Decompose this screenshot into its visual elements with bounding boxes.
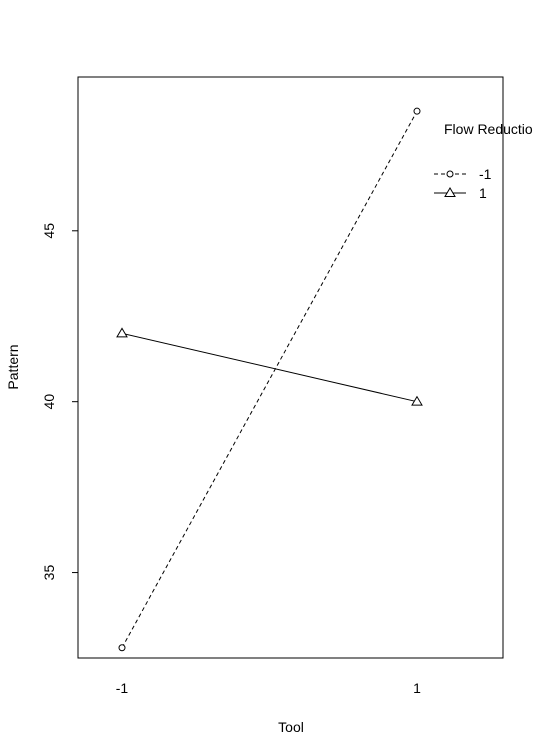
legend-marker xyxy=(444,187,456,197)
x-axis-title: Tool xyxy=(278,719,304,735)
legend: Flow Reductio -11 xyxy=(434,121,533,201)
data-point xyxy=(118,644,126,652)
legend-entries: -11 xyxy=(434,166,492,201)
data-point xyxy=(411,395,423,406)
y-tick-label: 40 xyxy=(41,394,57,410)
y-tick-label: 45 xyxy=(41,223,57,239)
x-tick-label: -1 xyxy=(116,680,129,696)
data-point xyxy=(413,107,421,115)
legend-entry: 1 xyxy=(434,185,487,201)
series-line xyxy=(121,110,418,648)
y-axis-title: Pattern xyxy=(5,344,21,389)
legend-marker xyxy=(446,170,454,178)
x-axis: -1 1 xyxy=(116,680,421,696)
legend-label: -1 xyxy=(479,166,492,182)
data-point xyxy=(116,327,128,338)
series-2 xyxy=(116,327,423,406)
x-tick-label: 1 xyxy=(413,680,421,696)
series-line xyxy=(121,332,418,403)
series-layer xyxy=(116,107,423,652)
legend-entry: -1 xyxy=(434,166,492,182)
legend-title: Flow Reductio xyxy=(444,121,533,137)
plot-frame xyxy=(77,76,504,659)
legend-label: 1 xyxy=(479,185,487,201)
y-tick-label: 35 xyxy=(41,565,57,581)
series-1 xyxy=(118,107,421,652)
y-axis: 35 40 45 xyxy=(41,223,79,581)
